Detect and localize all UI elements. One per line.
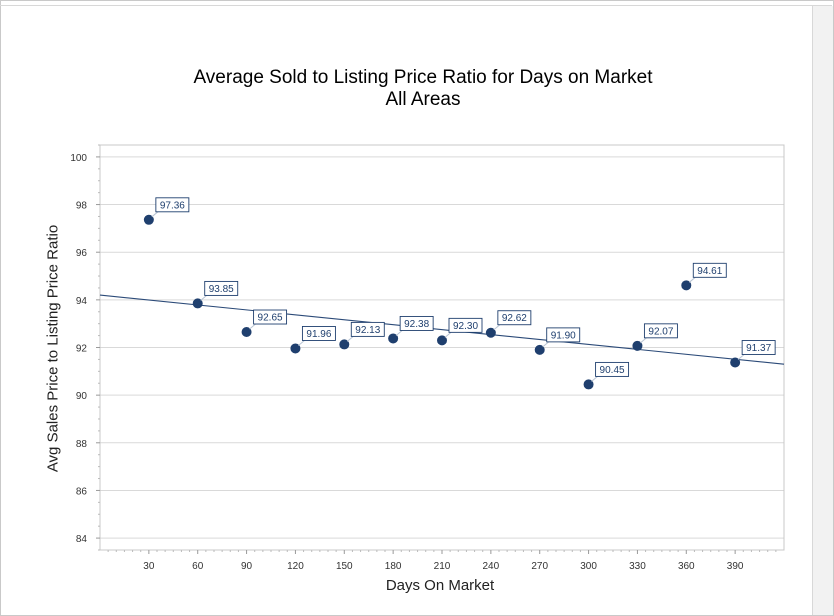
y-tick-label: 92	[76, 344, 88, 355]
y-tick-label: 86	[76, 486, 88, 497]
data-point	[192, 298, 203, 309]
data-label-leader	[200, 295, 208, 301]
x-tick-label: 240	[483, 561, 500, 572]
data-label-box	[399, 315, 434, 331]
data-label: 92.30	[453, 321, 478, 332]
y-tick-label: 100	[70, 153, 87, 164]
data-point	[241, 327, 252, 338]
data-label-box	[301, 326, 336, 341]
x-tick-label: 360	[678, 561, 695, 572]
x-tick-label: 90	[241, 561, 253, 572]
chart-title: Average Sold to Listing Price Ratio for …	[193, 67, 653, 88]
data-label: 91.96	[306, 329, 331, 340]
data-label-box	[448, 317, 483, 333]
data-label-leader	[346, 336, 354, 342]
chart-title-block: Average Sold to Listing Price Ratio for …	[0, 67, 834, 111]
data-point	[290, 343, 301, 354]
data-label-box	[155, 197, 190, 213]
data-point	[339, 339, 350, 350]
data-label-box	[497, 310, 532, 326]
data-label: 92.13	[355, 325, 380, 336]
x-tick-label: 390	[727, 561, 744, 572]
data-label-leader	[298, 340, 305, 346]
data-label-leader	[688, 276, 696, 283]
x-tick-label: 210	[434, 561, 451, 572]
data-label: 94.61	[697, 266, 722, 277]
axis-ticks: 84 86 88 90 92 94 96 98 100 30 60 90 120 150 180 210 240…	[70, 144, 777, 572]
data-point	[681, 280, 692, 291]
x-tick-label: 150	[336, 561, 353, 572]
data-label: 92.07	[648, 326, 673, 337]
data-point	[730, 357, 741, 368]
data-label-box	[204, 280, 239, 296]
data-label: 93.85	[209, 284, 234, 295]
data-label-leader	[249, 323, 256, 330]
data-point	[388, 333, 399, 344]
x-axis-label: Days On Market	[385, 577, 495, 594]
data-label-box	[595, 361, 630, 377]
x-tick-label: 330	[629, 561, 646, 572]
y-tick-label: 96	[76, 248, 88, 259]
x-tick-label: 60	[192, 561, 204, 572]
data-label: 91.37	[746, 343, 771, 354]
trendline	[99, 294, 785, 365]
y-tick-label: 84	[76, 534, 88, 545]
data-label-leader	[542, 341, 550, 348]
y-tick-label: 90	[76, 391, 88, 402]
data-point	[583, 379, 594, 390]
y-tick-label: 88	[76, 439, 88, 450]
data-labels: 97.36 93.85 92.65 91.96 92.13 92.38 92.30 92.62…	[151, 197, 776, 382]
data-label-leader	[395, 330, 403, 336]
data-label-leader	[640, 337, 647, 344]
data-points	[143, 214, 741, 390]
data-label-box	[692, 262, 727, 278]
data-label-box	[546, 327, 581, 343]
x-tick-label: 300	[580, 561, 597, 572]
y-tick-label: 94	[76, 296, 88, 307]
data-label-leader	[151, 211, 159, 218]
y-tick-label: 98	[76, 201, 88, 212]
x-tick-label: 270	[531, 561, 548, 572]
x-tick-label: 30	[143, 561, 155, 572]
data-label: 92.38	[404, 319, 429, 330]
data-point	[437, 335, 447, 346]
data-label-leader	[493, 324, 501, 331]
data-label: 92.62	[502, 313, 527, 324]
data-point	[143, 214, 154, 225]
data-label-box	[253, 309, 288, 325]
data-label-box	[643, 323, 678, 339]
data-label-box	[350, 321, 385, 337]
data-label: 92.65	[258, 313, 283, 324]
data-label-leader	[444, 331, 452, 338]
data-label-leader	[737, 354, 745, 360]
x-tick-label: 120	[287, 561, 304, 572]
chart-subtitle: All Areas	[385, 89, 461, 110]
grid-lines	[100, 156, 784, 539]
data-point	[632, 340, 643, 351]
y-axis-label: Avg Sales Price to Listing Price Ratio	[44, 224, 62, 473]
data-label-box	[741, 340, 776, 355]
data-point	[534, 344, 545, 355]
trendline-layer	[99, 294, 785, 365]
data-label: 97.36	[160, 200, 185, 211]
data-label-leader	[591, 376, 598, 382]
data-label: 91.90	[551, 330, 576, 341]
data-label: 90.45	[600, 365, 625, 376]
window-top-border	[0, 0, 832, 6]
x-tick-label: 180	[385, 561, 402, 572]
scrollbar-track[interactable]	[812, 6, 833, 615]
data-point	[485, 327, 496, 338]
